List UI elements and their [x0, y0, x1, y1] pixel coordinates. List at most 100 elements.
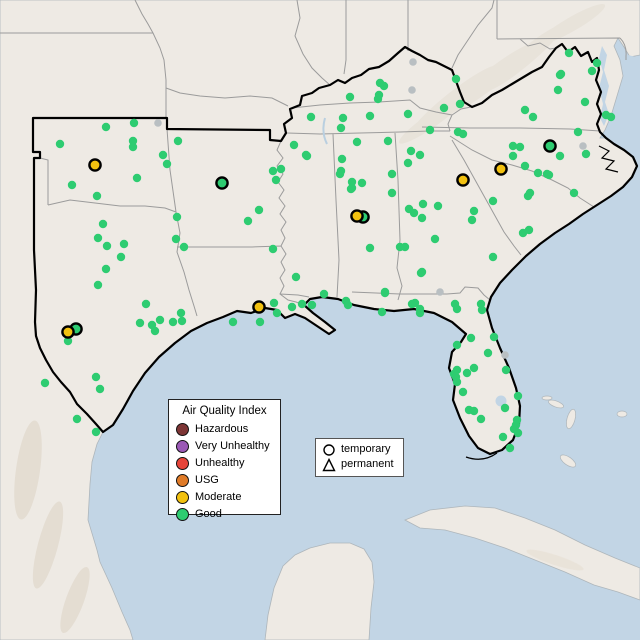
station-dot-good[interactable] [477, 305, 487, 315]
station-dot-good[interactable] [269, 298, 279, 308]
station-dot-good[interactable] [243, 216, 253, 226]
station-dot-good[interactable] [592, 58, 602, 68]
station-dot-good[interactable] [403, 158, 413, 168]
station-dot-good[interactable] [524, 225, 534, 235]
station-dot-good[interactable] [91, 372, 101, 382]
station-dot-good[interactable] [92, 191, 102, 201]
station-dot-good[interactable] [102, 241, 112, 251]
station-dot-good[interactable] [155, 315, 165, 325]
station-dot-good[interactable] [587, 66, 597, 76]
station-dot-good[interactable] [573, 127, 583, 137]
station-dot-good[interactable] [91, 427, 101, 437]
station-marker-good[interactable] [543, 139, 557, 153]
station-dot-good[interactable] [173, 136, 183, 146]
station-dot-good[interactable] [93, 233, 103, 243]
station-marker-moderate[interactable] [494, 162, 508, 176]
station-dot-good[interactable] [98, 219, 108, 229]
station-dot-good[interactable] [580, 97, 590, 107]
station-dot-good[interactable] [377, 307, 387, 317]
station-dot-good[interactable] [606, 112, 616, 122]
station-dot-good[interactable] [287, 302, 297, 312]
station-dot-good[interactable] [129, 118, 139, 128]
station-dot-good[interactable] [132, 173, 142, 183]
station-dot-good[interactable] [176, 308, 186, 318]
station-dot-good[interactable] [343, 300, 353, 310]
station-dot-good[interactable] [93, 280, 103, 290]
station-dot-good[interactable] [467, 215, 477, 225]
station-dot-good[interactable] [135, 318, 145, 328]
station-dot-good[interactable] [289, 140, 299, 150]
station-dot-good[interactable] [347, 183, 357, 193]
station-dot-good[interactable] [508, 151, 518, 161]
station-marker-good[interactable] [215, 176, 229, 190]
station-dot-good[interactable] [462, 368, 472, 378]
station-dot-good[interactable] [40, 378, 50, 388]
station-dot-good[interactable] [101, 122, 111, 132]
station-dot-good[interactable] [430, 234, 440, 244]
station-dot-good[interactable] [513, 391, 523, 401]
station-dot-good[interactable] [581, 149, 591, 159]
station-dot-good[interactable] [67, 180, 77, 190]
station-marker-moderate[interactable] [252, 300, 266, 314]
station-dot-good[interactable] [272, 308, 282, 318]
station-dot-good[interactable] [451, 74, 461, 84]
station-dot-good[interactable] [379, 81, 389, 91]
station-dot-good[interactable] [553, 85, 563, 95]
station-dot-good[interactable] [387, 169, 397, 179]
station-dot-good[interactable] [469, 406, 479, 416]
station-dot-good[interactable] [336, 123, 346, 133]
station-marker-moderate[interactable] [88, 158, 102, 172]
station-dot-good[interactable] [387, 188, 397, 198]
station-dot-good[interactable] [319, 289, 329, 299]
station-dot-good[interactable] [476, 414, 486, 424]
station-dot-good[interactable] [128, 136, 138, 146]
station-dot-good[interactable] [373, 94, 383, 104]
station-dot-good[interactable] [458, 129, 468, 139]
station-dot-good[interactable] [338, 113, 348, 123]
station-dot-good[interactable] [383, 136, 393, 146]
station-dot-good[interactable] [455, 99, 465, 109]
station-dot-good[interactable] [72, 414, 82, 424]
station-dot-good[interactable] [417, 213, 427, 223]
station-dot-good[interactable] [352, 137, 362, 147]
station-dot-good[interactable] [101, 264, 111, 274]
station-dot-good[interactable] [307, 300, 317, 310]
station-dot-good[interactable] [95, 384, 105, 394]
station-dot-good[interactable] [141, 299, 151, 309]
station-dot-good[interactable] [452, 377, 462, 387]
station-dot-good[interactable] [365, 243, 375, 253]
station-dot-good[interactable] [564, 48, 574, 58]
station-dot-good[interactable] [171, 234, 181, 244]
station-dot-good[interactable] [452, 340, 462, 350]
station-dot-good[interactable] [116, 252, 126, 262]
station-dot-good[interactable] [513, 428, 523, 438]
station-dot-good[interactable] [409, 208, 419, 218]
station-dot-good[interactable] [501, 365, 511, 375]
station-dot-good[interactable] [306, 112, 316, 122]
station-dot-good[interactable] [520, 161, 530, 171]
station-dot-good[interactable] [555, 70, 565, 80]
station-dot-good[interactable] [520, 105, 530, 115]
station-dot-good[interactable] [498, 432, 508, 442]
station-dot-good[interactable] [172, 212, 182, 222]
station-dot-good[interactable] [302, 151, 312, 161]
station-dot-good[interactable] [544, 170, 554, 180]
station-dot-good[interactable] [569, 188, 579, 198]
station-dot-good[interactable] [297, 299, 307, 309]
station-dot-good[interactable] [410, 298, 420, 308]
station-dot-good[interactable] [466, 333, 476, 343]
station-dot-good[interactable] [528, 112, 538, 122]
station-dot-good[interactable] [416, 268, 426, 278]
station-dot-good[interactable] [347, 177, 357, 187]
station-dot-good[interactable] [469, 363, 479, 373]
station-dot-good[interactable] [63, 336, 73, 346]
station-dot-good[interactable] [179, 242, 189, 252]
station-marker-moderate[interactable] [456, 173, 470, 187]
station-dot-good[interactable] [406, 146, 416, 156]
station-dot-good[interactable] [505, 443, 515, 453]
station-dot-good[interactable] [458, 387, 468, 397]
station-dot-good[interactable] [119, 239, 129, 249]
station-dot-good[interactable] [55, 139, 65, 149]
station-dot-good[interactable] [228, 317, 238, 327]
